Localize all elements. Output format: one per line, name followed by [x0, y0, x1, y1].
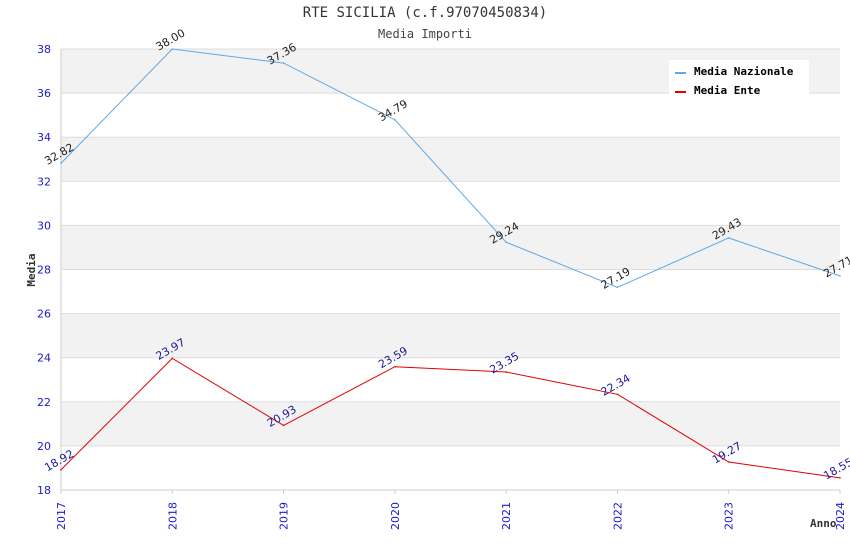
y-tick-label: 24 — [37, 352, 51, 365]
data-point — [282, 424, 285, 427]
x-tick-label: 2018 — [166, 502, 179, 530]
data-point — [505, 241, 507, 243]
grid-band — [61, 401, 840, 446]
data-point — [60, 468, 62, 471]
legend-label-media-nazionale: Media Nazionale — [694, 65, 794, 78]
grid-band — [61, 445, 840, 490]
y-tick-label: 30 — [37, 219, 51, 232]
data-point — [839, 275, 841, 277]
x-tick-label: 2023 — [723, 502, 736, 530]
chart-subtitle: Media Importi — [378, 27, 472, 41]
x-tick-label: 2021 — [500, 502, 513, 530]
legend-box — [669, 60, 809, 96]
data-point — [394, 118, 396, 121]
axes — [60, 49, 840, 491]
x-tick-label: 2019 — [278, 502, 291, 530]
y-tick-label: 22 — [37, 396, 51, 409]
y-ticks: 18 20 22 24 26 28 30 32 34 36 38 — [37, 43, 51, 497]
grid-bands — [61, 48, 840, 491]
data-point — [171, 48, 174, 50]
legend: Media Nazionale Media Ente — [669, 60, 809, 97]
data-point — [394, 365, 396, 368]
grid-band — [61, 269, 840, 314]
y-tick-label: 34 — [37, 131, 51, 144]
grid-band — [61, 137, 840, 182]
grid-band — [61, 357, 840, 402]
data-point — [282, 62, 285, 64]
y-tick-label: 18 — [37, 484, 51, 497]
data-point — [505, 371, 507, 373]
x-axis-label: Anno — [810, 517, 837, 530]
data-point — [839, 477, 841, 479]
y-axis-label: Media — [25, 253, 38, 286]
legend-label-media-ente: Media Ente — [694, 84, 761, 97]
grid-band — [61, 225, 840, 270]
x-tick-label: 2020 — [389, 502, 402, 530]
grid-band — [61, 313, 840, 358]
x-tick-label: 2017 — [55, 502, 68, 530]
series-line-media-nazionale — [60, 48, 841, 288]
data-point — [727, 461, 730, 463]
data-point — [171, 357, 174, 360]
y-tick-label: 32 — [37, 175, 51, 188]
data-point — [60, 162, 62, 165]
series-line-media-ente — [60, 357, 841, 479]
y-tick-label: 26 — [37, 308, 51, 321]
x-ticks: 2017 2018 2019 2020 2021 2022 2023 2024 — [55, 490, 847, 530]
data-point — [727, 237, 730, 239]
series-lines — [60, 48, 841, 479]
y-tick-label: 36 — [37, 87, 51, 100]
data-point — [616, 286, 619, 289]
y-tick-label: 28 — [37, 264, 51, 277]
x-tick-label: 2024 — [834, 502, 847, 530]
grid-band — [61, 181, 840, 226]
y-tick-label: 38 — [37, 43, 51, 56]
x-tick-label: 2022 — [611, 502, 624, 530]
chart-title: RTE SICILIA (c.f.97070450834) — [302, 5, 548, 21]
data-point — [616, 393, 619, 396]
y-tick-label: 20 — [37, 440, 51, 453]
grid-band — [61, 93, 840, 138]
